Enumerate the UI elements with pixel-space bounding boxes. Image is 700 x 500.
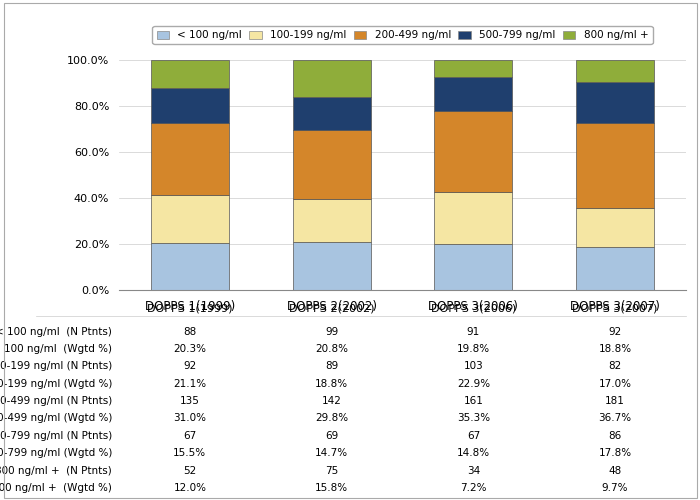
Text: 200-499 ng/ml (N Ptnts): 200-499 ng/ml (N Ptnts): [0, 396, 112, 406]
Text: 15.5%: 15.5%: [174, 448, 206, 458]
Text: 15.8%: 15.8%: [315, 483, 348, 493]
Bar: [293, 199, 370, 242]
Bar: [576, 208, 654, 247]
Bar: [293, 242, 370, 290]
Text: 75: 75: [325, 466, 338, 475]
Text: 161: 161: [463, 396, 483, 406]
Text: < 100 ng/ml  (Wgtd %): < 100 ng/ml (Wgtd %): [0, 344, 112, 354]
Bar: [576, 60, 654, 82]
Text: 67: 67: [183, 431, 197, 441]
Text: 17.0%: 17.0%: [598, 378, 631, 388]
Bar: [576, 123, 654, 208]
Text: < 100 ng/ml  (N Ptnts): < 100 ng/ml (N Ptnts): [0, 326, 112, 336]
Text: 100-199 ng/ml (N Ptnts): 100-199 ng/ml (N Ptnts): [0, 362, 112, 372]
Bar: [435, 60, 512, 76]
Text: 17.8%: 17.8%: [598, 448, 631, 458]
Text: 18.8%: 18.8%: [598, 344, 631, 354]
Text: 800 ng/ml +  (N Ptnts): 800 ng/ml + (N Ptnts): [0, 466, 112, 475]
Text: DOPPS 1(1999): DOPPS 1(1999): [147, 304, 232, 314]
Text: DOPPS 3(2007): DOPPS 3(2007): [573, 304, 658, 314]
Bar: [435, 110, 512, 192]
Text: 48: 48: [608, 466, 622, 475]
Text: 22.9%: 22.9%: [457, 378, 490, 388]
Text: 52: 52: [183, 466, 197, 475]
Text: 12.0%: 12.0%: [174, 483, 206, 493]
Text: 92: 92: [608, 326, 622, 336]
Text: 31.0%: 31.0%: [174, 414, 206, 424]
Text: 500-799 ng/ml (N Ptnts): 500-799 ng/ml (N Ptnts): [0, 431, 112, 441]
Text: 14.8%: 14.8%: [457, 448, 490, 458]
Legend: < 100 ng/ml, 100-199 ng/ml, 200-499 ng/ml, 500-799 ng/ml, 800 ng/ml +: < 100 ng/ml, 100-199 ng/ml, 200-499 ng/m…: [153, 26, 652, 44]
Bar: [151, 244, 229, 290]
Text: 7.2%: 7.2%: [460, 483, 486, 493]
Bar: [293, 60, 370, 96]
Text: 100-199 ng/ml (Wgtd %): 100-199 ng/ml (Wgtd %): [0, 378, 112, 388]
Text: 91: 91: [467, 326, 480, 336]
Bar: [151, 195, 229, 244]
Bar: [435, 76, 512, 110]
Text: 99: 99: [325, 326, 338, 336]
Text: 181: 181: [606, 396, 625, 406]
Text: 69: 69: [325, 431, 338, 441]
Text: 200-499 ng/ml (Wgtd %): 200-499 ng/ml (Wgtd %): [0, 414, 112, 424]
Bar: [435, 192, 512, 244]
Text: 21.1%: 21.1%: [174, 378, 206, 388]
Bar: [576, 82, 654, 123]
Bar: [151, 60, 229, 88]
Text: 19.8%: 19.8%: [457, 344, 490, 354]
Text: 88: 88: [183, 326, 197, 336]
Text: 18.8%: 18.8%: [315, 378, 348, 388]
Bar: [293, 96, 370, 130]
Text: 142: 142: [322, 396, 342, 406]
Text: 20.8%: 20.8%: [315, 344, 348, 354]
Text: 89: 89: [325, 362, 338, 372]
Bar: [151, 88, 229, 124]
Bar: [293, 130, 370, 199]
Text: 14.7%: 14.7%: [315, 448, 348, 458]
Text: 800 ng/ml +  (Wgtd %): 800 ng/ml + (Wgtd %): [0, 483, 112, 493]
Text: 86: 86: [608, 431, 622, 441]
Text: DOPPS 3(2006): DOPPS 3(2006): [430, 304, 516, 314]
Text: 35.3%: 35.3%: [457, 414, 490, 424]
Text: 20.3%: 20.3%: [174, 344, 206, 354]
Text: 92: 92: [183, 362, 197, 372]
Text: DOPPS 2(2002): DOPPS 2(2002): [289, 304, 374, 314]
Text: 36.7%: 36.7%: [598, 414, 631, 424]
Text: 103: 103: [463, 362, 483, 372]
Text: 500-799 ng/ml (Wgtd %): 500-799 ng/ml (Wgtd %): [0, 448, 112, 458]
Text: 34: 34: [467, 466, 480, 475]
Bar: [151, 124, 229, 195]
Text: 135: 135: [180, 396, 200, 406]
Text: 82: 82: [608, 362, 622, 372]
Text: 29.8%: 29.8%: [315, 414, 348, 424]
Bar: [576, 247, 654, 290]
Text: 67: 67: [467, 431, 480, 441]
Text: 9.7%: 9.7%: [602, 483, 629, 493]
Bar: [435, 244, 512, 290]
